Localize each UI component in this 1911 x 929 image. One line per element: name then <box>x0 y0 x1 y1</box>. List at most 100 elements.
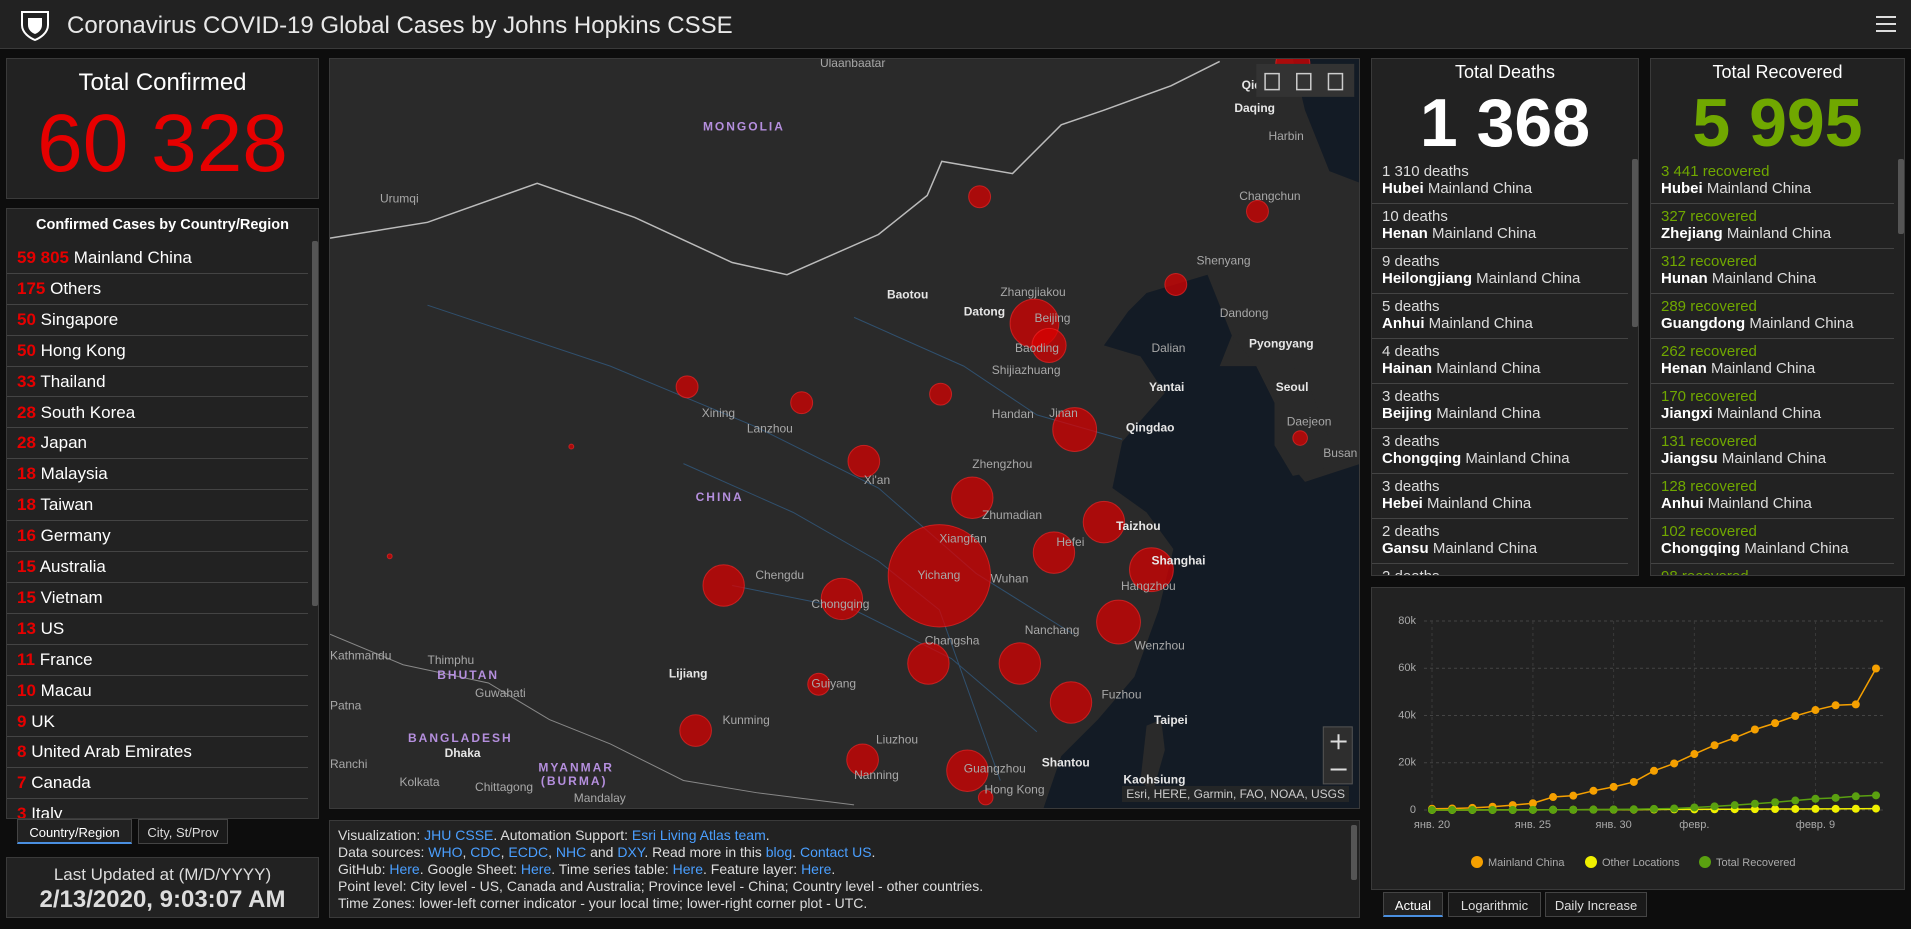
data-point[interactable] <box>1428 806 1436 814</box>
data-point[interactable] <box>1832 794 1840 802</box>
case-bubble[interactable] <box>703 565 744 606</box>
data-point[interactable] <box>1832 701 1840 709</box>
legend-label[interactable]: Total Recovered <box>1716 857 1796 869</box>
tab[interactable]: Daily Increase <box>1545 892 1647 917</box>
list-item[interactable]: 2 deathsGansu Mainland China <box>1372 519 1628 564</box>
list-item[interactable]: 3 441 recoveredHubei Mainland China <box>1651 159 1894 204</box>
data-point[interactable] <box>1731 801 1739 809</box>
zoom-control[interactable] <box>1323 727 1352 784</box>
country-row[interactable]: 7 Canada <box>7 768 308 799</box>
data-point[interactable] <box>1872 791 1880 799</box>
tab[interactable]: Country/Region <box>17 819 132 844</box>
data-point[interactable] <box>1589 806 1597 814</box>
case-bubble[interactable] <box>680 715 712 747</box>
case-bubble[interactable] <box>930 383 952 405</box>
toolbar[interactable] <box>1256 64 1354 97</box>
link[interactable]: NHC <box>556 844 586 860</box>
country-row[interactable]: 16 Germany <box>7 521 308 552</box>
data-point[interactable] <box>1549 793 1557 801</box>
legend-label[interactable]: Mainland China <box>1488 857 1565 869</box>
case-bubble[interactable] <box>1050 682 1091 723</box>
list-item[interactable]: 131 recoveredJiangsu Mainland China <box>1651 429 1894 474</box>
link[interactable]: Contact US <box>800 844 872 860</box>
link[interactable]: WHO <box>428 844 462 860</box>
case-bubble[interactable] <box>791 392 813 414</box>
scrollbar[interactable] <box>312 241 318 606</box>
list-item[interactable]: 98 recovered <box>1651 564 1894 576</box>
link[interactable]: CDC <box>470 844 500 860</box>
link[interactable]: Here <box>673 861 703 877</box>
list-item[interactable]: 1 310 deathsHubei Mainland China <box>1372 159 1628 204</box>
data-point[interactable] <box>1791 712 1799 720</box>
data-point[interactable] <box>1791 797 1799 805</box>
list-item[interactable]: 4 deathsHainan Mainland China <box>1372 339 1628 384</box>
link[interactable]: Esri Living Atlas team <box>632 827 766 843</box>
scrollbar[interactable] <box>1898 159 1904 234</box>
link[interactable]: Here <box>801 861 831 877</box>
data-point[interactable] <box>1650 805 1658 813</box>
data-point[interactable] <box>1872 664 1880 672</box>
data-point[interactable] <box>1811 805 1819 813</box>
data-point[interactable] <box>1670 805 1678 813</box>
country-row[interactable]: 18 Malaysia <box>7 459 308 490</box>
data-point[interactable] <box>1811 795 1819 803</box>
data-point[interactable] <box>1610 805 1618 813</box>
country-row[interactable]: 15 Vietnam <box>7 583 308 614</box>
list-item[interactable]: 2 deaths <box>1372 564 1628 576</box>
country-row[interactable]: 13 US <box>7 614 308 645</box>
link[interactable]: ECDC <box>508 844 548 860</box>
scrollbar[interactable] <box>1632 159 1638 327</box>
list-item[interactable]: 9 deathsHeilongjiang Mainland China <box>1372 249 1628 294</box>
data-point[interactable] <box>1852 792 1860 800</box>
data-point[interactable] <box>1731 734 1739 742</box>
data-point[interactable] <box>1751 725 1759 733</box>
data-point[interactable] <box>1690 750 1698 758</box>
data-point[interactable] <box>1771 719 1779 727</box>
case-bubble[interactable] <box>969 186 991 208</box>
list-item[interactable]: 102 recoveredChongqing Mainland China <box>1651 519 1894 564</box>
link[interactable]: JHU CSSE <box>424 827 493 843</box>
list-item[interactable]: 262 recoveredHenan Mainland China <box>1651 339 1894 384</box>
legend-label[interactable]: Other Locations <box>1602 857 1680 869</box>
data-point[interactable] <box>1529 806 1537 814</box>
data-point[interactable] <box>1791 805 1799 813</box>
link[interactable]: DXY <box>617 844 644 860</box>
data-point[interactable] <box>1852 700 1860 708</box>
case-bubble[interactable] <box>569 444 574 449</box>
data-point[interactable] <box>1549 806 1557 814</box>
list-item[interactable]: 5 deathsAnhui Mainland China <box>1372 294 1628 339</box>
data-point[interactable] <box>1711 802 1719 810</box>
data-point[interactable] <box>1852 805 1860 813</box>
data-point[interactable] <box>1569 792 1577 800</box>
data-point[interactable] <box>1751 800 1759 808</box>
case-bubble[interactable] <box>908 643 949 684</box>
country-row[interactable]: 9 UK <box>7 707 308 738</box>
data-point[interactable] <box>1630 778 1638 786</box>
country-row[interactable]: 175 Others <box>7 274 308 305</box>
case-bubble[interactable] <box>999 643 1040 684</box>
list-item[interactable]: 3 deathsHebei Mainland China <box>1372 474 1628 519</box>
country-row[interactable]: 50 Singapore <box>7 305 308 336</box>
country-row[interactable]: 28 Japan <box>7 428 308 459</box>
data-point[interactable] <box>1489 806 1497 814</box>
list-item[interactable]: 170 recoveredJiangxi Mainland China <box>1651 384 1894 429</box>
data-point[interactable] <box>1630 805 1638 813</box>
link[interactable]: blog <box>766 844 792 860</box>
data-point[interactable] <box>1670 759 1678 767</box>
data-point[interactable] <box>1832 805 1840 813</box>
data-point[interactable] <box>1872 805 1880 813</box>
country-row[interactable]: 8 United Arab Emirates <box>7 737 308 768</box>
data-point[interactable] <box>1811 706 1819 714</box>
country-row[interactable]: 59 805 Mainland China <box>7 243 308 274</box>
data-point[interactable] <box>1771 798 1779 806</box>
list-item[interactable]: 10 deathsHenan Mainland China <box>1372 204 1628 249</box>
link[interactable]: Here <box>521 861 551 877</box>
data-point[interactable] <box>1468 806 1476 814</box>
case-bubble[interactable] <box>676 376 698 398</box>
case-bubble[interactable] <box>387 554 392 559</box>
data-point[interactable] <box>1509 806 1517 814</box>
country-row[interactable]: 18 Taiwan <box>7 490 308 521</box>
list-item[interactable]: 312 recoveredHunan Mainland China <box>1651 249 1894 294</box>
link[interactable]: Here <box>389 861 419 877</box>
map[interactable]: UlaanbaatarMONGOLIAQiqiharDaqingHarbinUr… <box>329 58 1360 809</box>
